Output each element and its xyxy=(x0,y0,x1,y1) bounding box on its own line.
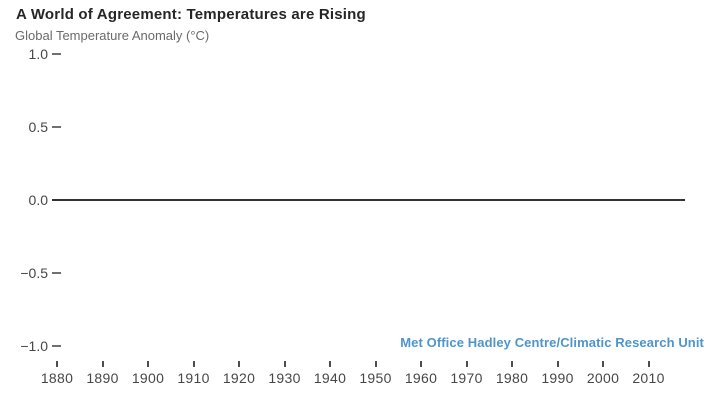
x-axis-tick-mark xyxy=(283,361,286,367)
x-axis-tick-label: 1970 xyxy=(450,370,483,386)
x-axis-tick-mark xyxy=(101,361,104,367)
y-axis-tick-label: −0.5 xyxy=(20,264,48,281)
x-axis-tick-label: 1990 xyxy=(541,370,574,386)
x-axis-tick-label: 1890 xyxy=(86,370,119,386)
zero-baseline xyxy=(52,198,685,201)
x-axis-tick-label: 1920 xyxy=(222,370,256,386)
y-axis-tick-mark xyxy=(52,271,61,274)
x-axis-tick-mark xyxy=(329,361,331,367)
x-axis-tick-mark xyxy=(420,361,422,367)
y-axis-tick-mark xyxy=(52,52,61,55)
x-axis-tick-label: 1980 xyxy=(495,370,529,386)
x-axis-tick-mark xyxy=(465,361,468,367)
x-axis-tick-mark xyxy=(556,361,559,367)
x-axis-tick-label: 1960 xyxy=(404,370,438,386)
attribution-text: Met Office Hadley Centre/Climatic Resear… xyxy=(400,335,704,350)
y-axis-tick-label: 0.0 xyxy=(28,191,48,208)
x-axis-tick-label: 2000 xyxy=(586,370,620,386)
chart-subtitle: Global Temperature Anomaly (°C) xyxy=(15,28,210,43)
y-axis-tick-label: 0.5 xyxy=(28,118,48,135)
x-axis-tick-mark xyxy=(147,361,149,367)
x-axis-tick-mark xyxy=(192,361,195,367)
x-axis-tick-label: 1880 xyxy=(40,370,74,386)
x-axis-tick-label: 1950 xyxy=(359,370,392,386)
y-axis-tick-mark xyxy=(52,344,61,347)
y-axis-tick-label: 1.0 xyxy=(28,45,48,62)
x-axis-tick-label: 1930 xyxy=(268,370,301,386)
x-axis-tick-label: 1910 xyxy=(177,370,210,386)
x-axis-tick-mark xyxy=(511,361,513,367)
y-axis-tick-mark xyxy=(52,125,61,128)
x-axis-tick-mark xyxy=(374,361,377,367)
x-axis-tick-mark xyxy=(647,361,650,367)
chart-title: A World of Agreement: Temperatures are R… xyxy=(16,6,366,23)
x-axis-tick-mark xyxy=(602,361,604,367)
x-axis-tick-mark xyxy=(56,361,58,367)
x-axis-tick-label: 2010 xyxy=(632,370,665,386)
y-axis-tick-label: −1.0 xyxy=(20,337,48,354)
x-axis-tick-label: 1940 xyxy=(313,370,347,386)
x-axis-tick-label: 1900 xyxy=(131,370,165,386)
x-axis-tick-mark xyxy=(238,361,240,367)
